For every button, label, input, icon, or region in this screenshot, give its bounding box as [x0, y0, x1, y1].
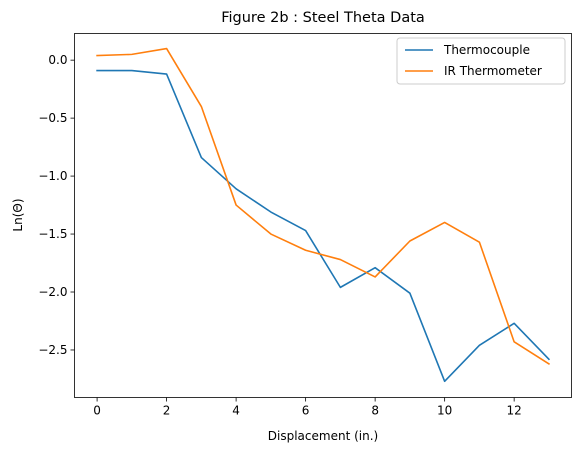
x-tick-label: 0 — [93, 404, 101, 418]
y-tick-label: −1.5 — [38, 227, 67, 241]
x-tick-label: 8 — [371, 404, 379, 418]
legend-label: IR Thermometer — [444, 64, 542, 78]
y-tick-label: −2.5 — [38, 343, 67, 357]
y-tick-label: −1.0 — [38, 169, 67, 183]
x-axis: 0 2 4 6 8 10 12 — [93, 397, 522, 418]
x-tick-label: 10 — [437, 404, 452, 418]
y-tick-label: 0.0 — [48, 53, 67, 67]
legend-box — [396, 37, 566, 85]
series-line-0 — [96, 69, 551, 383]
y-tick-label: −2.0 — [38, 285, 67, 299]
x-axis-label: Displacement (in.) — [268, 429, 378, 443]
chart-title: Figure 2b : Steel Theta Data — [221, 10, 425, 26]
legend: Thermocouple IR Thermometer — [396, 37, 566, 85]
y-tick-label: −0.5 — [38, 111, 67, 125]
x-tick-label: 12 — [507, 404, 522, 418]
legend-label: Thermocouple — [443, 43, 530, 57]
x-tick-label: 2 — [163, 404, 171, 418]
y-axis: 0.0 −0.5 −1.0 −1.5 −2.0 −2.5 — [38, 53, 75, 357]
y-axis-label: Ln(Θ) — [11, 198, 25, 231]
x-tick-label: 6 — [302, 404, 310, 418]
series-line-1 — [96, 47, 551, 365]
plot-area — [96, 47, 551, 383]
plot-frame — [74, 33, 572, 398]
x-tick-label: 4 — [232, 404, 240, 418]
